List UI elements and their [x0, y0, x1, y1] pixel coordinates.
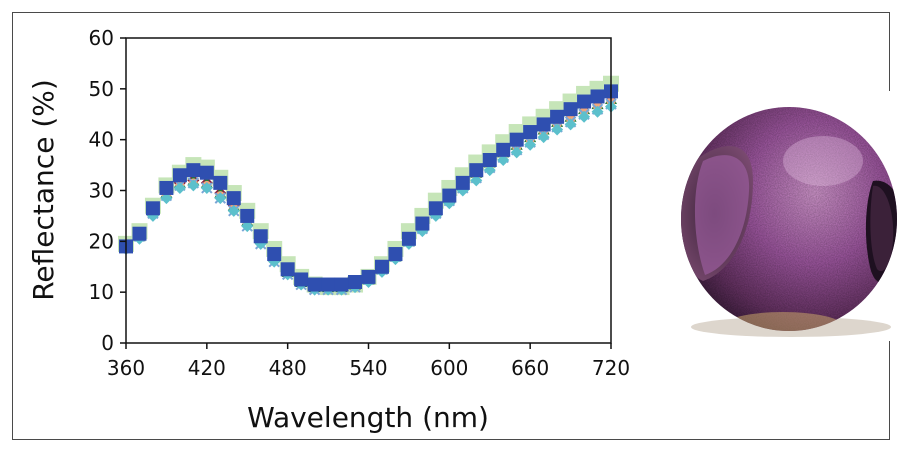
data-point — [428, 201, 443, 216]
data-point — [470, 174, 483, 187]
reflectance-chart: 0 10 20 30 40 50 60 360 420 480 540 600 660 720 Refl… — [27, 26, 630, 434]
y-tick-label: 10 — [89, 280, 114, 304]
y-axis-title: Reflectance (%) — [27, 79, 60, 301]
data-point — [334, 277, 349, 292]
data-point — [280, 262, 295, 277]
x-axis-ticks: 360 420 480 540 600 660 720 — [107, 343, 630, 380]
data-point — [361, 269, 376, 284]
data-point — [159, 180, 174, 195]
y-tick-label: 50 — [89, 77, 114, 101]
data-point — [145, 201, 160, 216]
titanium-sphere-photo — [673, 91, 904, 341]
y-tick-label: 60 — [89, 26, 114, 50]
data-point — [483, 164, 496, 177]
data-point — [241, 220, 254, 233]
x-tick-label: 480 — [269, 356, 307, 380]
data-point — [577, 94, 592, 109]
data-point — [578, 110, 591, 123]
data-point — [214, 192, 227, 205]
y-axis-ticks: 0 10 20 30 40 50 60 — [89, 26, 126, 355]
data-point — [564, 118, 577, 131]
data-point — [388, 247, 403, 262]
data-point — [348, 275, 363, 289]
data-point — [160, 192, 173, 205]
x-tick-label: 720 — [592, 356, 630, 380]
x-tick-label: 600 — [430, 356, 468, 380]
data-point — [199, 165, 214, 180]
data-point — [227, 204, 240, 217]
data-point — [240, 208, 255, 223]
y-tick-label: 40 — [89, 128, 114, 152]
data-point — [267, 247, 282, 262]
y-tick-label: 30 — [89, 179, 114, 203]
data-point — [524, 138, 537, 151]
data-point — [226, 191, 241, 206]
x-tick-label: 420 — [188, 356, 226, 380]
data-point — [200, 181, 213, 194]
data-point — [186, 163, 201, 178]
data-point — [172, 168, 187, 183]
data-point — [536, 117, 551, 132]
data-point — [496, 142, 511, 157]
data-point — [442, 188, 457, 203]
data-point — [173, 181, 186, 194]
data-point — [132, 226, 147, 241]
data-point — [401, 231, 416, 246]
plot-area-border — [125, 37, 612, 344]
data-point — [294, 272, 309, 287]
data-point — [455, 175, 470, 190]
x-axis-title: Wavelength (nm) — [247, 401, 489, 434]
data-point — [563, 102, 578, 117]
x-tick-label: 360 — [107, 356, 145, 380]
data-point — [497, 154, 510, 166]
figure-frame: 0 10 20 30 40 50 60 360 420 480 540 600 660 720 Refl… — [12, 12, 904, 440]
x-tick-label: 540 — [349, 356, 387, 380]
y-tick-label: 20 — [89, 229, 114, 253]
data-point — [590, 89, 605, 104]
data-point — [213, 175, 228, 190]
data-point — [187, 179, 200, 192]
data-point — [551, 123, 564, 136]
data-point — [415, 216, 430, 231]
data-point — [509, 132, 524, 147]
data-point — [523, 125, 538, 140]
data-point — [321, 277, 336, 292]
data-point — [550, 109, 565, 124]
chart-marks — [118, 75, 619, 296]
data-point — [307, 277, 322, 292]
data-point — [591, 105, 604, 118]
x-tick-label: 660 — [511, 356, 549, 380]
data-point — [253, 229, 268, 244]
y-tick-label: 0 — [101, 331, 114, 355]
data-point — [469, 163, 484, 178]
data-point — [537, 131, 550, 144]
data-point — [374, 259, 389, 274]
data-point — [482, 153, 497, 167]
data-point — [510, 146, 523, 159]
